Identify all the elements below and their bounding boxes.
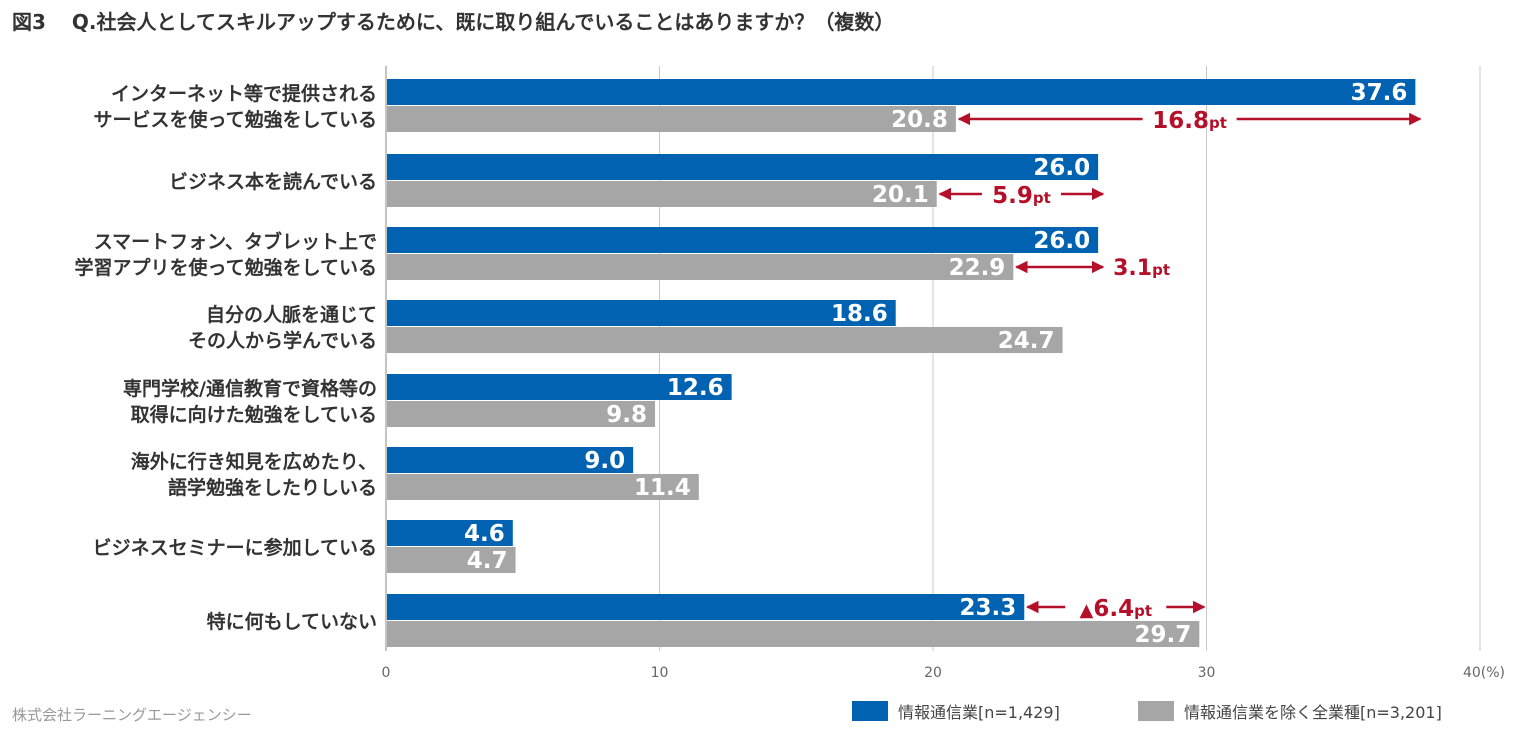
legend-label-series-1: 情報通信業[n=1,429] bbox=[898, 703, 1060, 722]
legend-swatch-blue bbox=[852, 701, 888, 721]
diff-label: ▲6.4pt bbox=[1080, 596, 1153, 622]
bar-value-label-gray: 22.9 bbox=[949, 255, 1006, 281]
category-label: 特に何もしていない bbox=[207, 610, 377, 633]
bar-value-label-blue: 26.0 bbox=[1033, 155, 1090, 181]
figure-label: 図3 bbox=[12, 10, 46, 34]
bar-value-label-gray: 29.7 bbox=[1135, 622, 1192, 648]
bar-blue bbox=[387, 154, 1099, 180]
category-label: ビジネスセミナーに参加している bbox=[93, 536, 377, 559]
bar-value-label-blue: 26.0 bbox=[1033, 228, 1090, 254]
bar-blue bbox=[387, 227, 1099, 253]
bar-blue bbox=[387, 300, 896, 326]
x-tick-label: 40(%) bbox=[1463, 665, 1505, 681]
bar-value-label-gray: 9.8 bbox=[606, 402, 647, 428]
bar-value-label-gray: 24.7 bbox=[998, 328, 1055, 354]
bar-value-label-blue: 9.0 bbox=[584, 448, 625, 474]
chart-title: 図3 Q.社会人としてスキルアップするために、既に取り組んでいることはありますか？… bbox=[12, 6, 894, 35]
bar-blue bbox=[387, 447, 634, 473]
category-label: 海外に行き知見を広めたり、 bbox=[131, 450, 377, 473]
x-tick-label: 0 bbox=[382, 665, 391, 681]
bar-gray bbox=[387, 181, 937, 207]
bar-value-label-blue: 23.3 bbox=[960, 595, 1017, 621]
bar-value-label-gray: 4.7 bbox=[467, 548, 508, 574]
bar-blue bbox=[387, 520, 513, 546]
bar-value-label-gray: 11.4 bbox=[634, 475, 691, 501]
bar-blue bbox=[387, 594, 1025, 620]
bar-gray bbox=[387, 547, 516, 573]
bar-blue bbox=[387, 374, 732, 400]
bar-gray bbox=[387, 621, 1200, 647]
diff-label: 5.9pt bbox=[992, 183, 1051, 209]
x-tick-label: 30 bbox=[1198, 665, 1216, 681]
company-name: 株式会社ラーニングエージェンシー bbox=[12, 706, 252, 724]
category-label: サービスを使って勉強をしている bbox=[94, 108, 377, 131]
bar-value-label-blue: 4.6 bbox=[464, 521, 505, 547]
category-label: 取得に向けた勉強をしている bbox=[131, 403, 377, 426]
bar-gray bbox=[387, 401, 656, 427]
legend-label-series-2: 情報通信業を除く全業種[n=3,201] bbox=[1184, 703, 1442, 722]
diff-label: 16.8pt bbox=[1152, 108, 1227, 134]
question-text: Q.社会人としてスキルアップするために、既に取り組んでいることはありますか？（複… bbox=[71, 10, 895, 34]
legend-item-series-2: 情報通信業を除く全業種[n=3,201] bbox=[1138, 699, 1442, 723]
bar-value-label-blue: 12.6 bbox=[667, 375, 724, 401]
bar-value-label-gray: 20.8 bbox=[891, 107, 948, 133]
diff-label: 3.1pt bbox=[1113, 256, 1170, 281]
category-label: その人から学んでいる bbox=[188, 329, 377, 352]
category-label: 語学勉強をしたりしいる bbox=[168, 476, 377, 499]
x-tick-label: 10 bbox=[651, 665, 669, 681]
bar-value-label-blue: 37.6 bbox=[1351, 80, 1408, 106]
category-label: ビジネス本を読んでいる bbox=[169, 170, 377, 193]
legend-item-series-1: 情報通信業[n=1,429] bbox=[852, 699, 1060, 723]
category-label: インターネット等で提供される bbox=[111, 82, 377, 105]
category-label: 専門学校/通信教育で資格等の bbox=[123, 377, 377, 400]
category-label: スマートフォン、タブレット上で bbox=[94, 230, 377, 253]
bar-gray bbox=[387, 327, 1063, 353]
category-label: 学習アプリを使って勉強をしている bbox=[75, 256, 377, 279]
bar-gray bbox=[387, 106, 956, 132]
category-label: 自分の人脈を通じて bbox=[206, 303, 377, 326]
x-tick-label: 20 bbox=[924, 665, 942, 681]
bar-value-label-blue: 18.6 bbox=[831, 301, 888, 327]
bar-value-label-gray: 20.1 bbox=[872, 182, 929, 208]
bar-gray bbox=[387, 254, 1014, 280]
bar-gray bbox=[387, 474, 699, 500]
legend-swatch-gray bbox=[1138, 701, 1174, 721]
bar-blue bbox=[387, 79, 1416, 105]
